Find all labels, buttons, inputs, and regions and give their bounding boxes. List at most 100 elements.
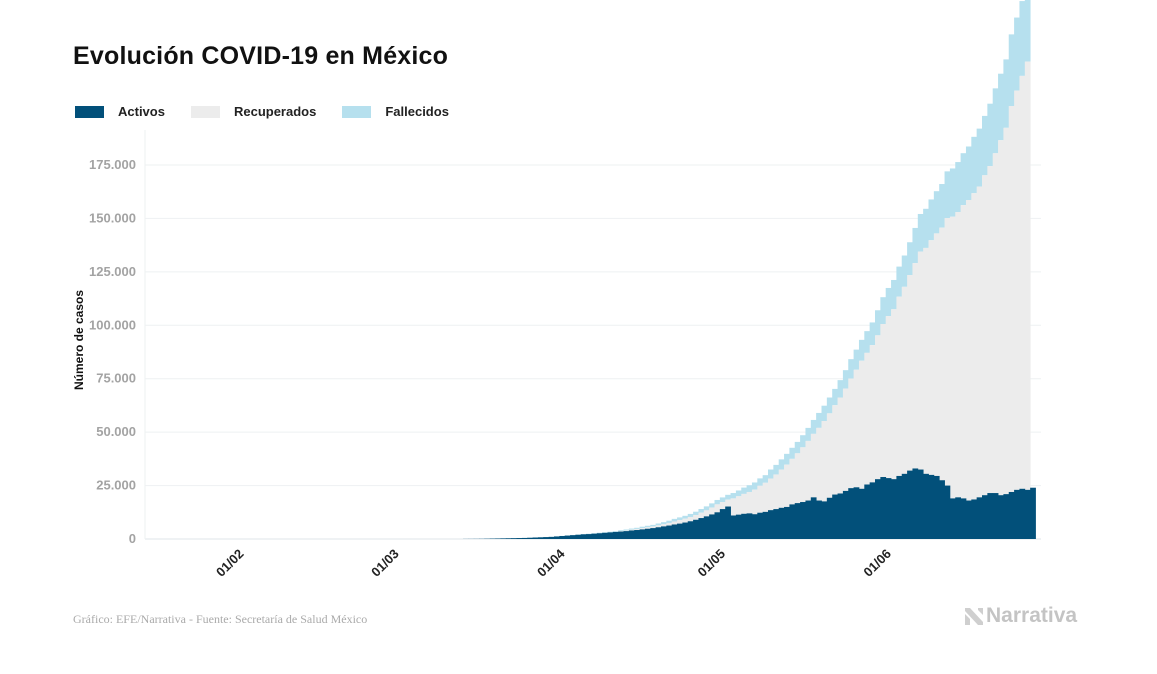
area-step-activos: [527, 537, 533, 539]
area-step-recuperados: [794, 453, 801, 504]
area-step-activos: [821, 501, 828, 539]
area-step-activos: [537, 537, 544, 539]
area-step-recuperados: [923, 247, 929, 474]
area-step-fallecidos: [661, 522, 667, 525]
y-tick-label: 125.000: [89, 264, 136, 279]
area-step-activos: [505, 538, 512, 539]
area-step-activos: [612, 531, 619, 539]
area-step-activos: [730, 515, 737, 539]
area-step-fallecidos: [639, 526, 646, 529]
legend-label-activos: Activos: [118, 104, 165, 119]
area-step-fallecidos: [880, 297, 887, 324]
area-step-activos: [891, 479, 897, 539]
area-step-activos: [1003, 494, 1010, 539]
x-tick-label: 01/06: [860, 546, 894, 580]
area-step-fallecidos: [987, 103, 994, 167]
area-step-fallecidos: [971, 136, 978, 194]
area-step-activos: [570, 535, 576, 539]
area-step-recuperados: [917, 251, 924, 470]
area-step-fallecidos: [816, 412, 822, 428]
area-step-recuperados: [805, 440, 812, 501]
area-step-fallecidos: [885, 287, 892, 317]
area-step-activos: [687, 521, 694, 539]
area-step-activos: [901, 473, 908, 539]
area-step-activos: [858, 488, 865, 539]
area-step-fallecidos: [944, 171, 951, 218]
legend-swatch-recuperados: [190, 105, 220, 118]
area-step-activos: [559, 536, 566, 539]
area-step-activos: [735, 514, 742, 539]
y-tick-label: 75.000: [96, 371, 136, 386]
area-step-activos: [982, 495, 988, 539]
area-step-fallecidos: [965, 146, 972, 201]
area-step-fallecidos: [655, 523, 662, 526]
series-activos: [463, 468, 1036, 539]
area-step-recuperados: [810, 433, 817, 498]
area-step-recuperados: [880, 324, 887, 478]
area-step-recuperados: [725, 499, 731, 507]
area-step-fallecidos: [671, 518, 678, 522]
area-step-recuperados: [971, 193, 978, 500]
area-step-recuperados: [751, 489, 758, 515]
area-step-fallecidos: [730, 493, 737, 499]
area-step-fallecidos: [628, 528, 635, 530]
area-step-recuperados: [719, 502, 726, 510]
area-step-activos: [677, 523, 683, 539]
legend-item-recuperados: Recuperados: [190, 104, 316, 119]
area-step-activos: [650, 528, 657, 539]
area-step-activos: [596, 533, 603, 539]
area-step-activos: [971, 499, 978, 539]
area-step-recuperados: [1019, 75, 1026, 489]
area-step-fallecidos: [682, 515, 689, 519]
area-step-recuperados: [864, 352, 871, 485]
area-step-recuperados: [762, 482, 769, 512]
legend: Activos Recuperados Fallecidos: [75, 104, 475, 119]
area-step-recuperados: [773, 474, 780, 510]
series-recuperados: [612, 61, 1031, 532]
y-tick-label: 25.000: [96, 478, 136, 493]
area-step-recuperados: [982, 175, 988, 496]
narrativa-logo: Narrativa: [964, 604, 1077, 628]
area-step-recuperados: [644, 527, 651, 529]
area-step-activos: [907, 470, 913, 539]
area-step-recuperados: [869, 345, 876, 483]
area-step-fallecidos: [976, 128, 983, 187]
area-step-recuperados: [661, 524, 667, 527]
legend-swatch-fallecidos: [342, 105, 372, 118]
area-step-fallecidos: [949, 168, 956, 217]
area-step-activos: [853, 487, 860, 539]
area-step-recuperados: [634, 528, 640, 531]
y-tick-label: 175.000: [89, 157, 136, 172]
area-step-activos: [848, 488, 854, 539]
area-step-recuperados: [853, 369, 860, 488]
x-tick-label: 01/04: [534, 545, 568, 579]
area-step-recuperados: [992, 153, 999, 494]
area-step-recuperados: [976, 186, 983, 498]
area-step-recuperados: [933, 233, 940, 476]
legend-item-activos: Activos: [75, 104, 165, 119]
area-step-recuperados: [848, 378, 854, 489]
area-step-fallecidos: [735, 490, 742, 497]
area-step-activos: [885, 478, 892, 539]
area-step-fallecidos: [875, 310, 881, 336]
area-step-fallecidos: [751, 482, 758, 490]
area-step-activos: [939, 480, 945, 539]
area-step-activos: [1024, 489, 1031, 539]
area-step-activos: [682, 522, 689, 539]
area-step-activos: [703, 516, 710, 539]
area-step-recuperados: [901, 286, 908, 474]
area-step-fallecidos: [677, 517, 683, 521]
area-step-fallecidos: [778, 459, 785, 470]
area-step-activos: [564, 535, 571, 539]
x-ticks: 01/02 01/03 01/04 01/05 01/06: [213, 545, 894, 579]
area-step-activos: [810, 497, 817, 539]
area-step-activos: [869, 482, 876, 539]
area-step-activos: [917, 469, 924, 539]
area-step-recuperados: [821, 421, 828, 502]
area-step-recuperados: [842, 388, 849, 491]
area-step-fallecidos: [773, 464, 780, 475]
area-step-recuperados: [1024, 61, 1031, 490]
area-step-recuperados: [816, 427, 822, 501]
area-step-recuperados: [837, 397, 844, 494]
